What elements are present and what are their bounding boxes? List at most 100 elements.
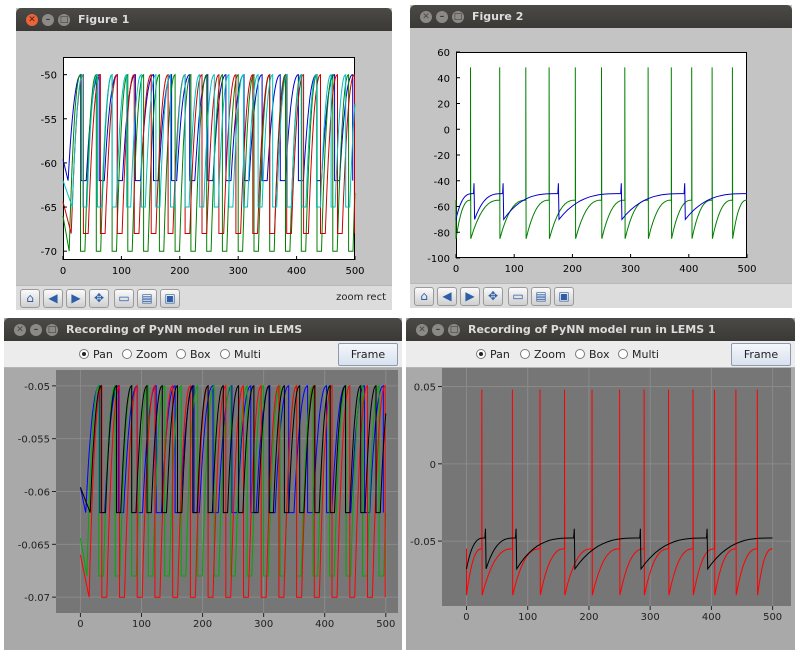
radio-label: Pan — [490, 348, 510, 361]
window-title: Recording of PyNN model run in LEMS — [66, 323, 303, 336]
y-tick-label: -40 — [434, 177, 450, 188]
radio-dot — [520, 349, 530, 359]
maximize-icon[interactable]: □ — [46, 324, 58, 336]
frame-button[interactable]: Frame — [338, 343, 398, 366]
close-icon[interactable]: ✕ — [26, 14, 38, 26]
y-tick-label: -65 — [41, 203, 57, 214]
x-tick-label: 100 — [518, 612, 537, 623]
y-tick-label: 40 — [437, 74, 450, 85]
x-tick-label: 200 — [579, 612, 598, 623]
y-tick-label: 0 — [444, 125, 450, 136]
x-tick-label: 100 — [505, 264, 524, 275]
series-line-0 — [455, 67, 748, 239]
series-line-1 — [79, 384, 387, 577]
close-icon[interactable]: ✕ — [416, 324, 428, 336]
minimize-icon[interactable]: – — [30, 324, 42, 336]
radio-pan[interactable]: Pan — [79, 348, 113, 362]
radio-zoom[interactable]: Zoom — [520, 348, 566, 362]
figure2-toolbar: ⌂ ◀ ▶ ✥ ▭ ▤ ▣ — [410, 283, 792, 308]
close-icon[interactable]: ✕ — [14, 324, 26, 336]
x-tick-label: 500 — [376, 619, 395, 630]
pan-icon[interactable]: ✥ — [89, 289, 109, 308]
series-line-0 — [79, 384, 384, 514]
x-tick-label: 300 — [641, 612, 660, 623]
y-tick-label: -100 — [427, 254, 450, 265]
x-tick-label: 500 — [345, 266, 364, 277]
back-icon[interactable]: ◀ — [43, 289, 63, 308]
x-tick-label: 500 — [737, 264, 756, 275]
configure-icon[interactable]: ▤ — [531, 287, 551, 306]
series-line-1 — [62, 73, 356, 252]
y-tick-label: -55 — [41, 115, 57, 126]
y-tick-label: 0 — [430, 460, 436, 471]
maximize-icon[interactable]: □ — [58, 14, 70, 26]
lems2-plot-area[interactable] — [442, 368, 791, 606]
x-tick-label: 200 — [193, 619, 212, 630]
x-tick-label: 400 — [315, 619, 334, 630]
x-tick-label: 0 — [453, 264, 459, 275]
figure1-toolbar: ⌂ ◀ ▶ ✥ ▭ ▤ ▣ zoom rect — [16, 285, 392, 310]
x-tick-label: 0 — [60, 266, 66, 277]
maximize-icon[interactable]: □ — [448, 324, 460, 336]
series-line-1 — [466, 528, 773, 571]
configure-icon[interactable]: ▤ — [137, 289, 157, 308]
x-tick-label: 400 — [702, 612, 721, 623]
radio-label: Pan — [93, 348, 113, 361]
series-line-1 — [455, 183, 747, 221]
save-icon[interactable]: ▣ — [554, 287, 574, 306]
radio-pan[interactable]: Pan — [476, 348, 510, 362]
x-tick-label: 300 — [254, 619, 273, 630]
forward-icon[interactable]: ▶ — [460, 287, 480, 306]
y-tick-label: 20 — [437, 100, 450, 111]
window-title: Figure 1 — [78, 13, 130, 26]
minimize-icon[interactable]: – — [432, 324, 444, 336]
radio-label: Zoom — [534, 348, 566, 361]
y-tick-label: -20 — [434, 151, 450, 162]
y-tick-label: -0.05 — [24, 382, 50, 393]
radio-multi[interactable]: Multi — [220, 348, 261, 362]
lems1-chart: 0 100 200 300 400 500 -0.05 -0.055 -0.06 -0.065 -0… — [18, 370, 398, 630]
radio-multi[interactable]: Multi — [618, 348, 659, 362]
x-tick-label: 300 — [621, 264, 640, 275]
radio-label: Zoom — [136, 348, 168, 361]
y-tick-label: -70 — [41, 247, 57, 258]
y-tick-label: 0.05 — [414, 383, 436, 394]
maximize-icon[interactable]: □ — [452, 11, 464, 23]
home-icon[interactable]: ⌂ — [20, 289, 40, 308]
save-icon[interactable]: ▣ — [160, 289, 180, 308]
series-line-2 — [62, 73, 355, 234]
zoom-icon[interactable]: ▭ — [114, 289, 134, 308]
y-tick-label: -50 — [41, 71, 57, 82]
x-tick-label: 200 — [563, 264, 582, 275]
y-tick-label: -0.06 — [24, 488, 50, 499]
frame-button[interactable]: Frame — [731, 343, 791, 366]
minimize-icon[interactable]: – — [42, 14, 54, 26]
back-icon[interactable]: ◀ — [437, 287, 457, 306]
forward-icon[interactable]: ▶ — [66, 289, 86, 308]
zoom-icon[interactable]: ▭ — [508, 287, 528, 306]
radio-dot — [220, 349, 230, 359]
figure2-window: ✕ – □ Figure 2 0 100 200 300 400 500 60 40 20 0 -2… — [410, 5, 792, 308]
x-tick-label: 400 — [287, 266, 306, 277]
radio-box[interactable]: Box — [575, 348, 609, 362]
y-tick-label: -0.065 — [18, 540, 50, 551]
minimize-icon[interactable]: – — [436, 11, 448, 23]
radio-zoom[interactable]: Zoom — [122, 348, 168, 362]
y-tick-label: -80 — [434, 228, 450, 239]
radio-box[interactable]: Box — [176, 348, 210, 362]
pan-icon[interactable]: ✥ — [483, 287, 503, 306]
radio-label: Multi — [632, 348, 659, 361]
home-icon[interactable]: ⌂ — [414, 287, 434, 306]
radio-dot — [476, 349, 486, 359]
radio-dot — [575, 349, 585, 359]
radio-dot — [122, 349, 132, 359]
close-icon[interactable]: ✕ — [420, 11, 432, 23]
figure1-chart: 0 100 200 300 400 500 -50 -55 -60 -65 -70 — [41, 71, 365, 277]
x-tick-label: 100 — [112, 266, 131, 277]
x-tick-label: 0 — [463, 612, 469, 623]
window-title: Figure 2 — [472, 10, 524, 23]
lems1-mode-bar: Pan Zoom Box Multi Frame — [4, 341, 402, 368]
x-tick-label: 500 — [763, 612, 782, 623]
y-tick-label: -60 — [434, 203, 450, 214]
